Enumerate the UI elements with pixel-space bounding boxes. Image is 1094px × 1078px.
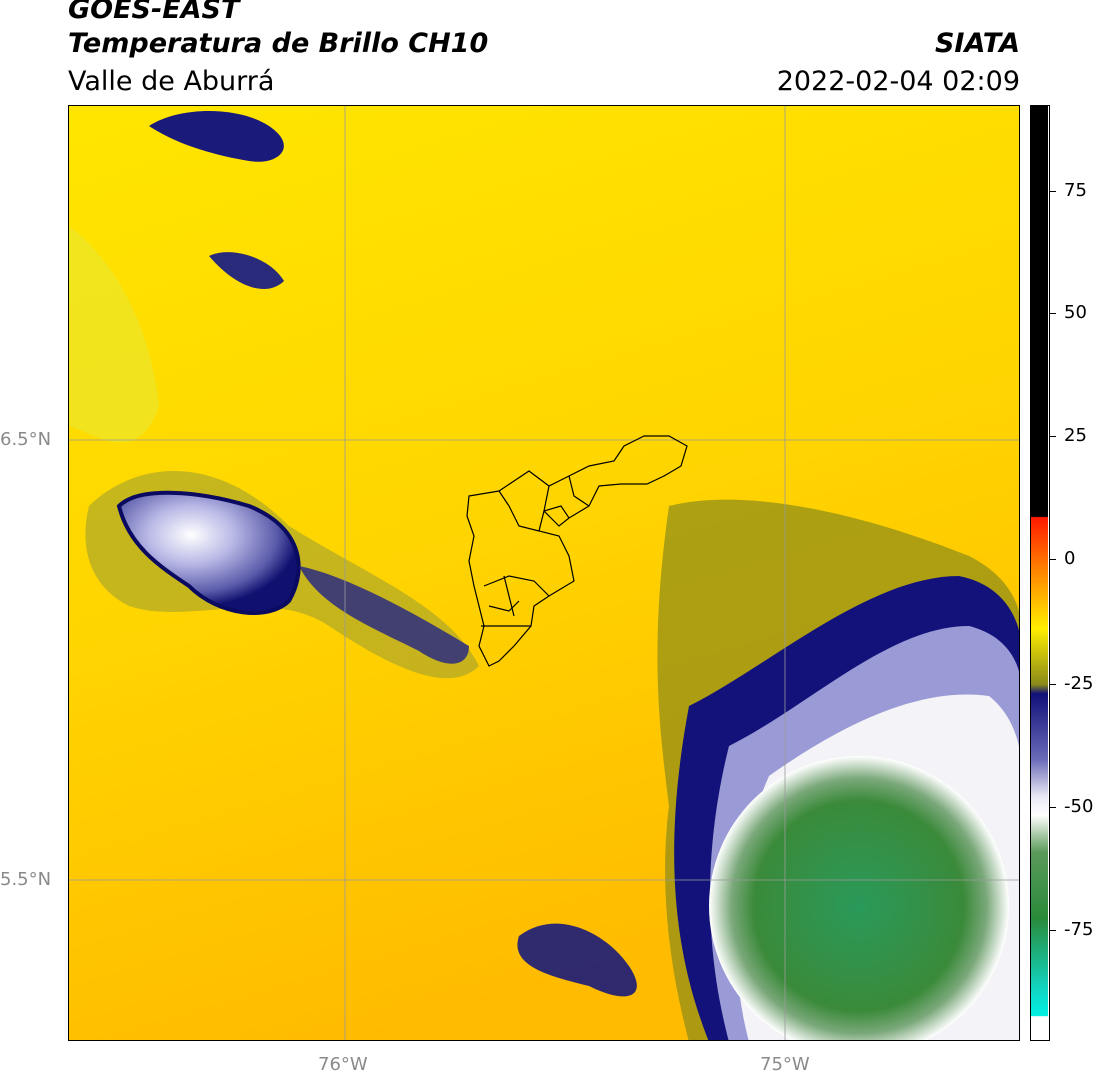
organization-label: SIATA <box>934 28 1020 59</box>
colorbar-tick-75: 75 <box>1064 180 1087 201</box>
product-title: Temperatura de Brillo CH10 <box>68 28 489 59</box>
cloud-west <box>116 490 301 615</box>
colorbar-tick-minus-75: -75 <box>1064 919 1094 940</box>
lat-label-5-5: 5.5°N <box>0 869 52 890</box>
lon-label-76: 76°W <box>318 1054 368 1075</box>
cloud-top <box>149 111 284 162</box>
colorbar-tick-25: 25 <box>1064 425 1087 446</box>
colorbar-tick-minus-25: -25 <box>1064 673 1094 694</box>
brightness-temperature-map <box>68 105 1020 1041</box>
satellite-title: GOES-EAST <box>68 0 240 25</box>
colorbar-tick-0: 0 <box>1064 548 1076 569</box>
cloud-small <box>209 252 284 289</box>
map-canvas <box>69 106 1019 1040</box>
colorbar-gradient <box>1031 106 1048 1039</box>
region-title: Valle de Aburrá <box>68 66 275 97</box>
colorbar-tick-minus-50: -50 <box>1064 796 1094 817</box>
municipal-boundaries <box>466 435 688 667</box>
cloud-core-cold <box>709 756 1009 1040</box>
colorbar <box>1030 105 1050 1041</box>
colorbar-tick-50: 50 <box>1064 302 1087 323</box>
cloud-south <box>517 923 637 997</box>
datetime-label: 2022-02-04 02:09 <box>776 66 1020 97</box>
lat-label-6-5: 6.5°N <box>0 429 52 450</box>
lon-label-75: 75°W <box>760 1054 810 1075</box>
